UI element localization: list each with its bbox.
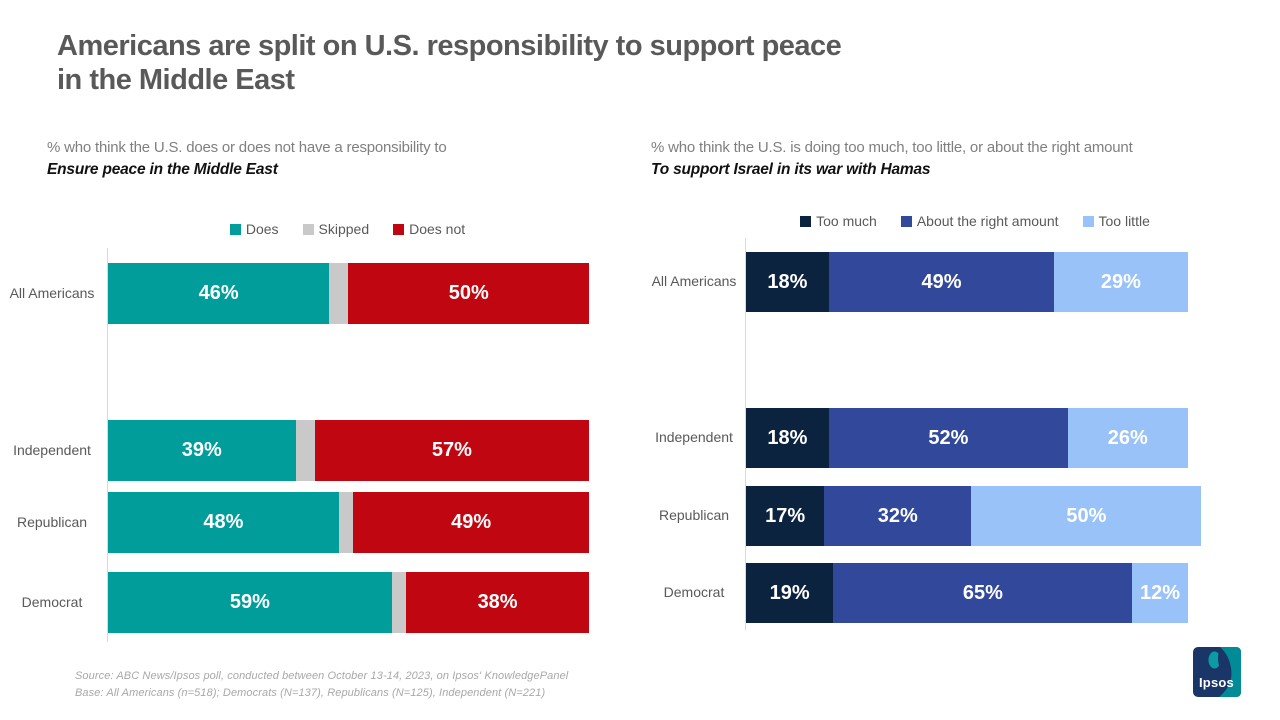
legend-swatch-icon (229, 223, 241, 235)
bar-segment: 59% (108, 572, 392, 633)
y-axis-line (745, 238, 746, 630)
stacked-bar: 48% 49% (108, 492, 589, 553)
legend-label: About the right amount (916, 213, 1059, 229)
legend-item: Does (229, 221, 279, 237)
legend: Does Skipped Does not (107, 221, 588, 237)
bar-segment: 57% (314, 420, 589, 481)
legend-item: Too much (800, 213, 877, 229)
page-title: Americans are split on U.S. responsibili… (57, 30, 1217, 98)
bar-segment: 32% (824, 486, 972, 546)
category-label: Republican (658, 507, 730, 524)
source-note: Source: ABC News/Ipsos poll, conducted b… (75, 668, 715, 701)
bar-segment: 38% (406, 572, 589, 633)
category-label: Independent (13, 441, 91, 458)
category-label: Democrat (663, 584, 725, 601)
bar-segment (295, 420, 315, 481)
bar-segment: 48% (108, 492, 339, 553)
bar-segment (329, 263, 349, 324)
ipsos-logo-graphic (1193, 647, 1241, 697)
legend: Too much About the right amount Too little (745, 213, 1205, 229)
stacked-bar: 18% 52% 26% (746, 408, 1188, 468)
page-title-line2: in the Middle East (57, 63, 295, 96)
chart-subtitle: % who think the U.S. does or does not ha… (47, 139, 667, 179)
category-label: Republican (16, 513, 88, 530)
bar-segment: 49% (353, 492, 589, 553)
stacked-bar: 59% 38% (108, 572, 589, 633)
legend-swatch-icon (393, 223, 405, 235)
bar-segment: 29% (1054, 252, 1188, 312)
legend-label: Too much (816, 213, 877, 229)
chart-subtitle-plain: % who think the U.S. does or does not ha… (47, 139, 447, 156)
stacked-bar: 46% 50% (108, 263, 589, 324)
base-line: Base: All Americans (n=518); Democrats (… (75, 686, 546, 699)
bar-segment: 12% (1132, 563, 1188, 623)
legend-swatch-icon (900, 215, 912, 227)
bar-segment: 46% (108, 263, 330, 324)
category-label: All Americans (651, 273, 737, 290)
bar-segment (391, 572, 407, 633)
bar-segment: 49% (828, 252, 1055, 312)
category-label: All Americans (9, 284, 95, 301)
legend-label: Does (245, 221, 279, 237)
page-title-line1: Americans are split on U.S. responsibili… (57, 30, 842, 62)
chart-subtitle-plain: % who think the U.S. is doing too much, … (651, 139, 1133, 156)
stacked-bar: 17% 32% 50% (746, 486, 1202, 546)
bar-segment: 39% (108, 420, 296, 481)
bar-segment: 26% (1067, 408, 1188, 468)
stacked-bar: 18% 49% 29% (746, 252, 1188, 312)
legend-label: Skipped (318, 221, 370, 237)
legend-swatch-icon (302, 223, 314, 235)
legend-item: Does not (393, 221, 465, 237)
stacked-bar: 39% 57% (108, 420, 589, 481)
legend-item: Too little (1082, 213, 1150, 229)
stacked-bar: 19% 65% 12% (746, 563, 1188, 623)
legend-label: Too little (1098, 213, 1150, 229)
bar-segment (338, 492, 354, 553)
bar-segment: 50% (971, 486, 1202, 546)
legend-label: Does not (409, 221, 466, 237)
bar-segment: 19% (746, 563, 834, 623)
chart-subtitle-emphasis: Ensure peace in the Middle East (47, 161, 278, 178)
bar-segment: 18% (746, 252, 829, 312)
category-label: Democrat (21, 593, 83, 610)
chart-subtitle-emphasis: To support Israel in its war with Hamas (651, 161, 931, 178)
bar-segment: 50% (348, 263, 589, 324)
legend-swatch-icon (1082, 215, 1094, 227)
legend-item: About the right amount (900, 213, 1059, 229)
ipsos-logo-label: Ipsos (1199, 675, 1234, 690)
ipsos-logo: Ipsos (1193, 647, 1241, 697)
legend-item: Skipped (302, 221, 370, 237)
chart-subtitle: % who think the U.S. is doing too much, … (651, 139, 1271, 179)
bar-segment: 52% (828, 408, 1068, 468)
legend-swatch-icon (800, 215, 812, 227)
bar-segment: 65% (833, 563, 1133, 623)
bar-segment: 17% (746, 486, 825, 546)
source-line: Source: ABC News/Ipsos poll, conducted b… (75, 670, 569, 682)
bar-segment: 18% (746, 408, 829, 468)
y-axis-line (107, 248, 108, 642)
category-label: Independent (655, 429, 733, 446)
